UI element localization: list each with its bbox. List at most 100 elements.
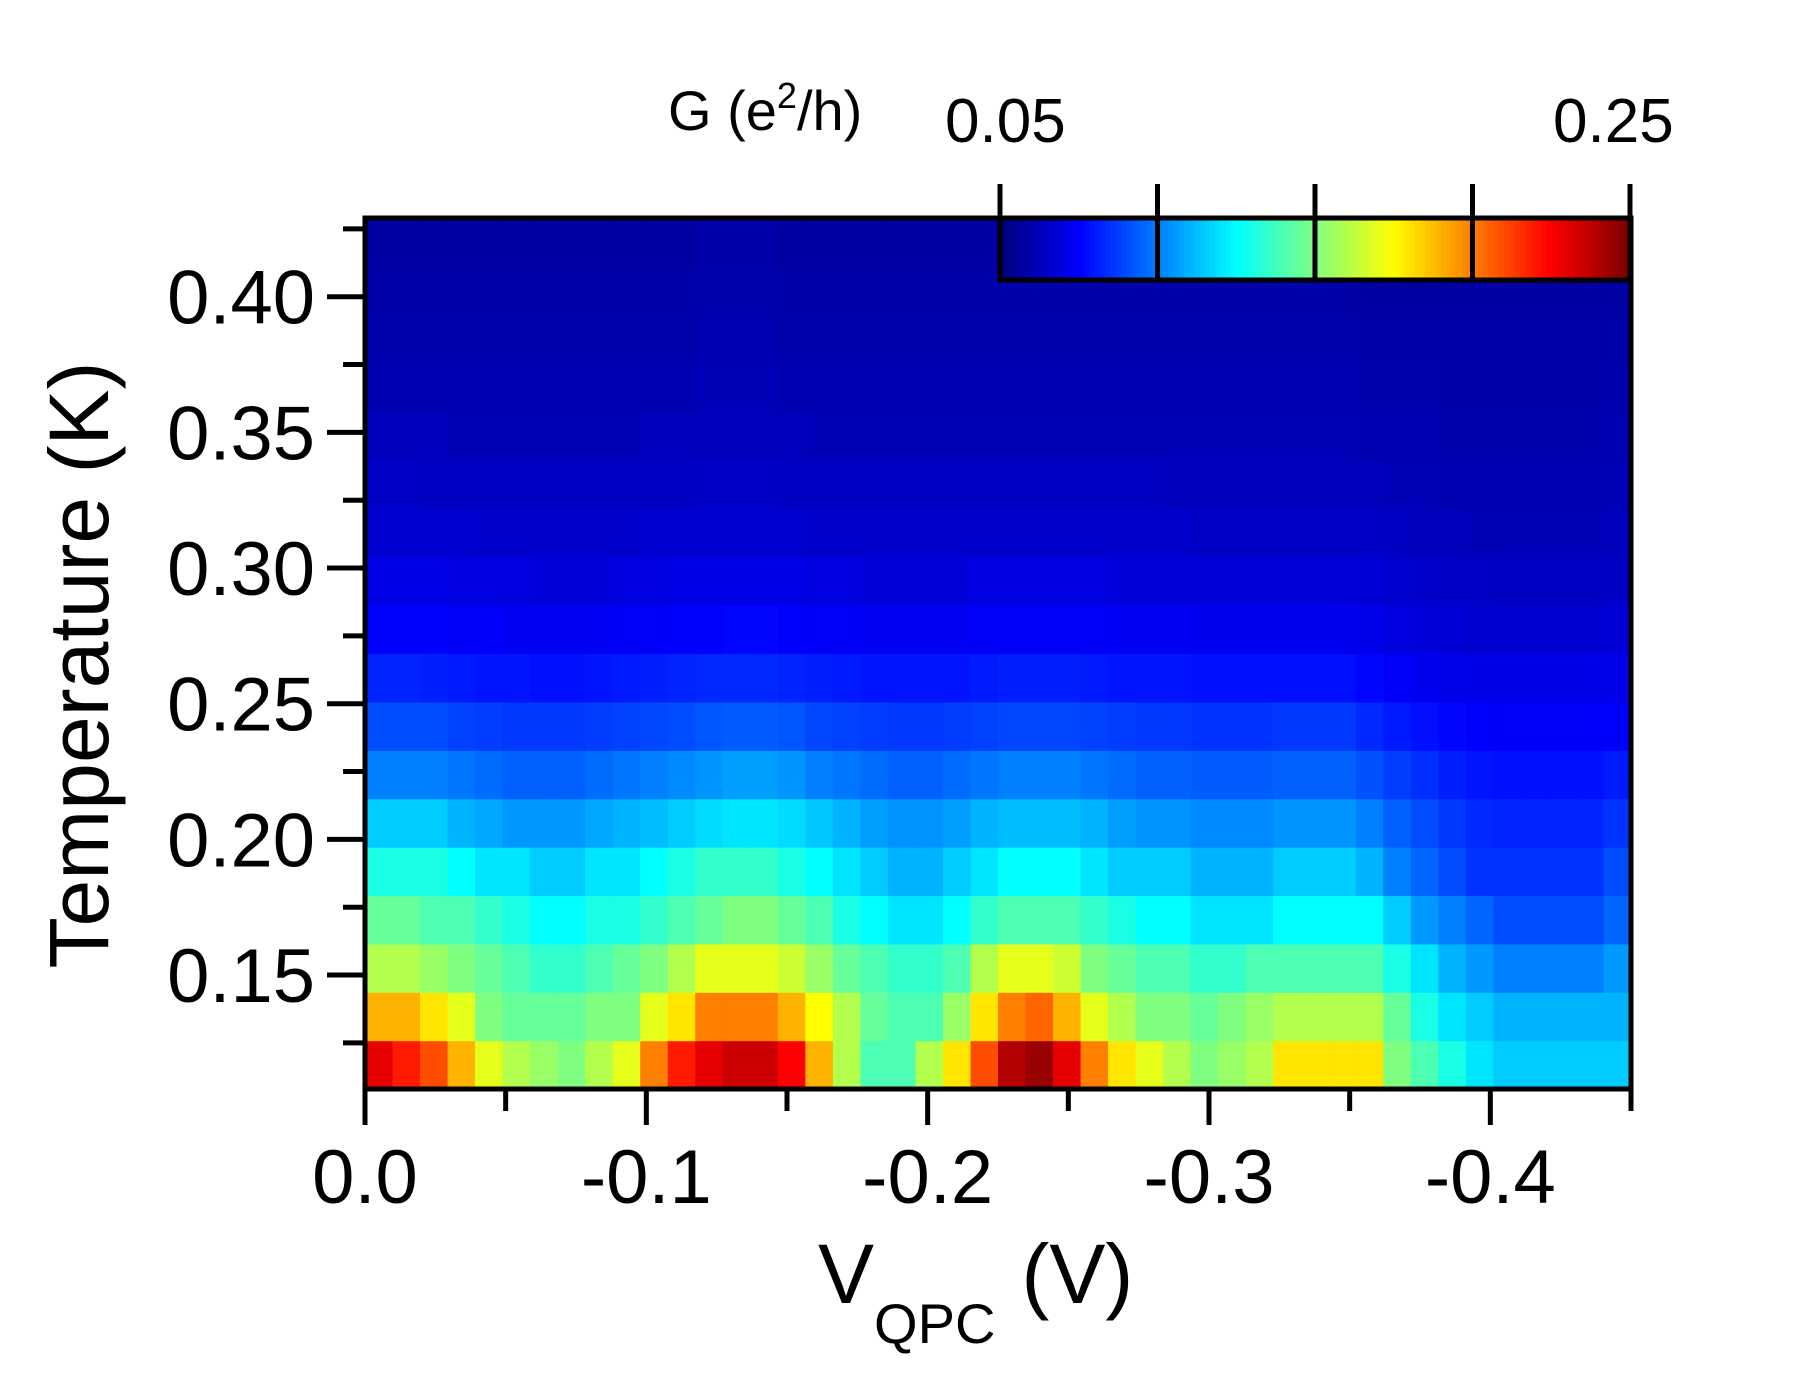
heatmap-cell: [915, 750, 944, 800]
heatmap-cell: [1245, 411, 1274, 461]
heatmap-cell: [557, 363, 586, 413]
heatmap-cell: [1080, 992, 1109, 1042]
heatmap-cell: [502, 411, 531, 461]
heatmap-cell: [392, 701, 421, 751]
heatmap-cell: [1300, 314, 1329, 364]
heatmap-cell: [447, 992, 476, 1042]
heatmap-cell: [832, 314, 861, 364]
heatmap-cell: [1328, 701, 1357, 751]
heatmap-cell: [970, 750, 999, 800]
heatmap-cell: [998, 459, 1027, 509]
heatmap-cell: [667, 556, 696, 606]
heatmap-cell: [1575, 992, 1605, 1042]
heatmap-cell: [1410, 943, 1439, 993]
colorbar-segment: [1619, 218, 1626, 280]
heatmap-cell: [942, 992, 972, 1042]
heatmap-cell: [832, 798, 861, 848]
heatmap-cell: [420, 363, 449, 413]
heatmap-cell: [832, 363, 861, 413]
heatmap-cell: [1438, 363, 1467, 413]
heatmap-cell: [887, 363, 917, 413]
heatmap-cell: [1465, 847, 1494, 897]
heatmap-cell: [1383, 605, 1412, 655]
heatmap-cell: [1273, 314, 1302, 364]
heatmap-cell: [667, 847, 696, 897]
heatmap-cell: [805, 992, 834, 1042]
heatmap-cell: [1493, 943, 1522, 993]
colorbar-segment: [1021, 218, 1027, 280]
heatmap-cell: [942, 605, 972, 655]
heatmap-cell: [585, 411, 614, 461]
heatmap-cell: [1245, 508, 1274, 558]
heatmap-cell: [998, 847, 1027, 897]
colorbar-segment: [1325, 218, 1332, 280]
heatmap-cell: [1218, 411, 1247, 461]
colorbar-segment: [1572, 218, 1579, 280]
heatmap-cell: [585, 847, 614, 897]
heatmap-cell: [1190, 992, 1219, 1042]
heatmap-cell: [1108, 847, 1137, 897]
heatmap-cell: [1355, 314, 1384, 364]
heatmap-cell: [915, 605, 944, 655]
heatmap-cell: [1383, 701, 1412, 751]
heatmap-cell: [612, 992, 641, 1042]
heatmap-cell: [1438, 895, 1467, 945]
heatmap-cell: [1245, 847, 1274, 897]
heatmap-cell: [777, 750, 806, 800]
heatmap-cell: [1025, 459, 1054, 509]
heatmap-cell: [750, 750, 779, 800]
heatmap-cell: [887, 556, 917, 606]
heatmap-cell: [832, 605, 861, 655]
heatmap-cell: [612, 895, 641, 945]
heatmap-cell: [475, 363, 504, 413]
heatmap-cell: [585, 605, 614, 655]
heatmap-cell: [420, 750, 449, 800]
heatmap-cell: [1163, 459, 1192, 509]
colorbar-segment: [1241, 218, 1248, 280]
heatmap-cell: [1575, 1040, 1605, 1090]
heatmap-cell: [1575, 363, 1605, 413]
heatmap-cell: [392, 798, 421, 848]
heatmap-cell: [1163, 363, 1192, 413]
heatmap-cell: [1548, 798, 1577, 848]
heatmap-cell: [447, 798, 476, 848]
heatmap-cell: [695, 556, 724, 606]
heatmap-cell: [420, 943, 449, 993]
heatmap-cell: [1383, 363, 1412, 413]
heatmap-cell: [1053, 411, 1082, 461]
colorbar-segment: [1409, 218, 1416, 280]
heatmap-cell: [695, 459, 724, 509]
heatmap-cell: [1520, 556, 1550, 606]
heatmap-cell: [475, 653, 504, 703]
heatmap-cell: [1465, 701, 1494, 751]
heatmap-cell: [447, 895, 476, 945]
colorbar-segment: [1236, 218, 1243, 280]
heatmap-cell: [1218, 992, 1247, 1042]
heatmap-cell: [722, 701, 751, 751]
heatmap-cell: [1135, 556, 1164, 606]
heatmap-cell: [915, 847, 944, 897]
heatmap-cell: [1135, 701, 1164, 751]
heatmap-cell: [970, 943, 999, 993]
heatmap-cell: [1053, 314, 1082, 364]
heatmap-cell: [1245, 798, 1274, 848]
heatmap-cell: [1355, 556, 1384, 606]
heatmap-cell: [1383, 847, 1412, 897]
heatmap-cell: [612, 943, 641, 993]
colorbar-max-label: 0.25: [1553, 87, 1674, 156]
heatmap-cell: [1410, 992, 1439, 1042]
heatmap-cell: [1135, 508, 1164, 558]
heatmap-cell: [667, 459, 696, 509]
heatmap-cell: [1053, 556, 1082, 606]
heatmap-cell: [1520, 992, 1550, 1042]
colorbar-segment: [1472, 218, 1479, 280]
heatmap-cell: [365, 508, 394, 558]
heatmap-cell: [612, 653, 641, 703]
heatmap-cell: [1218, 847, 1247, 897]
heatmap-cell: [1080, 943, 1109, 993]
heatmap-cell: [1410, 459, 1439, 509]
heatmap-cell: [447, 218, 476, 267]
colorbar-segment: [1042, 218, 1048, 280]
heatmap-cell: [475, 218, 504, 267]
heatmap-cell: [640, 363, 669, 413]
